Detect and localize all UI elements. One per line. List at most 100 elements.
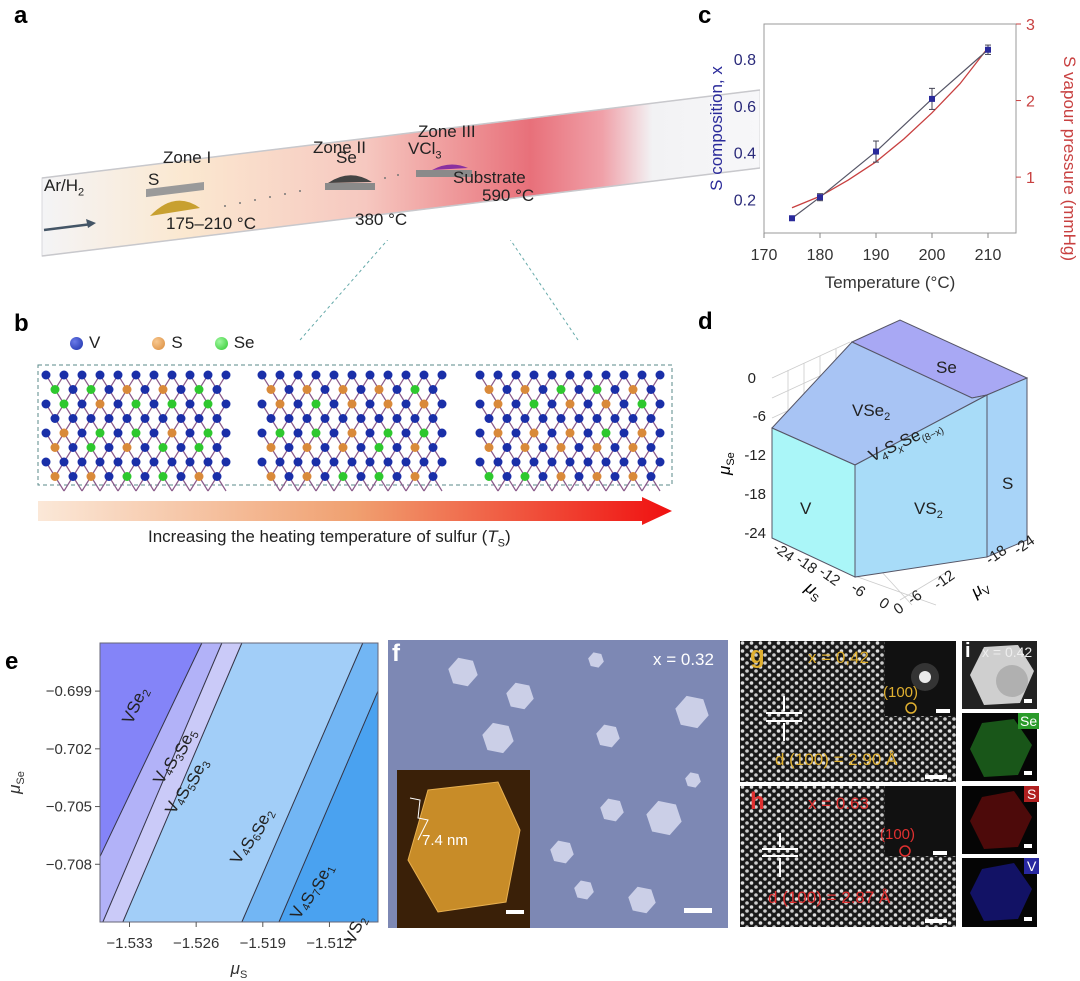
s-atom [86, 472, 96, 481]
se-atom [59, 399, 69, 409]
y2-tick-label: 3 [1026, 17, 1035, 34]
se-atom [311, 428, 321, 438]
v-atom [320, 385, 330, 394]
se-atom [50, 385, 60, 394]
v-atom [547, 399, 557, 409]
v-atom [538, 414, 548, 423]
v-atom [502, 472, 512, 481]
y-tick: -6 [905, 587, 926, 609]
v-atom [149, 428, 159, 438]
panel-label-d: d [698, 308, 713, 335]
v-atom [275, 370, 285, 380]
z-tick: -24 [744, 525, 766, 542]
flake [596, 724, 620, 748]
v-atom [401, 457, 411, 467]
scale-bar-h [925, 919, 947, 923]
v-atom [59, 370, 69, 380]
v-atom [401, 370, 411, 380]
v-atom [493, 457, 503, 467]
lattice-spacing-marker-h [762, 833, 798, 877]
v-atom [320, 414, 330, 423]
y-tick: -12 [931, 567, 959, 593]
y2-tick-label: 1 [1026, 170, 1035, 187]
hrtem-images [740, 641, 956, 927]
v-atom [547, 370, 557, 380]
flake [506, 682, 534, 710]
s-atom [493, 428, 503, 438]
v-atom [437, 370, 447, 380]
y-tick-label: 0.2 [734, 193, 756, 210]
s-atom [158, 385, 168, 394]
plot-frame [763, 23, 1017, 234]
v-atom [646, 443, 656, 452]
se-atom [131, 399, 141, 409]
region-label-v: V [800, 499, 812, 518]
v-atom [77, 399, 87, 409]
v-atom [77, 428, 87, 438]
s-atom [410, 472, 420, 481]
se-atom [374, 443, 384, 452]
v-atom [547, 457, 557, 467]
v-atom [646, 472, 656, 481]
v-atom [437, 457, 447, 467]
zone-1-temperature: 175–210 °C [166, 214, 256, 233]
v-atom [511, 370, 521, 380]
gradient-caption: Increasing the heating temperature of su… [148, 527, 511, 550]
selenium-boat [325, 183, 375, 190]
s-atom [520, 385, 530, 394]
v-atom [167, 457, 177, 467]
x-axis-label: μS [230, 959, 248, 981]
z-tick: 0 [748, 370, 756, 387]
v-atom [185, 399, 195, 409]
phase-diagram-2d: −1.533 −1.526 −1.519 −1.512 −0.699 −0.702 −0.7… [5, 642, 379, 981]
flake [628, 886, 656, 914]
z-tick: -18 [744, 486, 766, 503]
v-atom [356, 414, 366, 423]
selenium-label: Se [336, 148, 357, 167]
v-atom [392, 472, 402, 481]
v-atom [610, 443, 620, 452]
v-atom [556, 414, 566, 423]
x-tick-label: −1.533 [106, 935, 152, 952]
v-atom [538, 385, 548, 394]
region-label-vs2: VS2 [914, 499, 943, 521]
z-tick: -6 [753, 408, 766, 425]
v-atom [140, 385, 150, 394]
v-atom [475, 457, 485, 467]
s-atom [520, 443, 530, 452]
v-atom [428, 414, 438, 423]
v-atom [257, 399, 267, 409]
vcl3-label: VCl3 [408, 139, 442, 162]
substrate [432, 164, 468, 170]
v-atom-icon [70, 336, 83, 350]
v-atom [311, 457, 321, 467]
v-atom [538, 472, 548, 481]
composition-label-h: x = 0.63 [808, 794, 869, 813]
v-atom [646, 414, 656, 423]
region-v4s7se1 [241, 643, 378, 922]
v-atom [529, 370, 539, 380]
s-atom [122, 443, 132, 452]
phase-boundary [99, 642, 203, 857]
v-atom [502, 414, 512, 423]
v-atom [574, 414, 584, 423]
v-atom [410, 414, 420, 423]
y-tick: 0 [891, 600, 908, 619]
s-atom [338, 385, 348, 394]
eds-maps [962, 641, 1037, 927]
region-label-s: S [1002, 474, 1013, 493]
v-atom [583, 370, 593, 380]
se-atom [374, 472, 384, 481]
v-atom [257, 457, 267, 467]
se-atom [194, 443, 204, 452]
v-atom [284, 385, 294, 394]
s-atom [347, 399, 357, 409]
v-atom [356, 385, 366, 394]
zone-3-label: Zone III [418, 122, 476, 141]
v-atom [293, 457, 303, 467]
v-atom [329, 428, 339, 438]
v-atom [257, 370, 267, 380]
v-atom [113, 428, 123, 438]
v-atom [574, 385, 584, 394]
s-atom [302, 385, 312, 394]
